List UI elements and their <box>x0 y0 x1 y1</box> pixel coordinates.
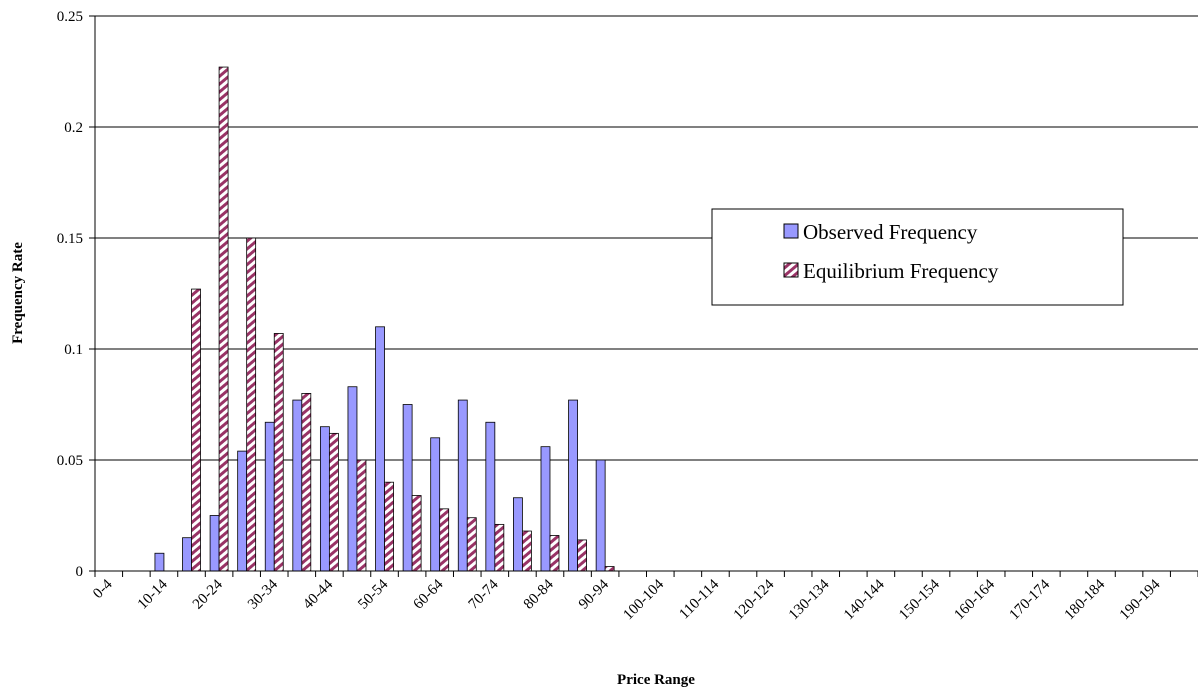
bars <box>154 66 615 572</box>
x-tick-label: 180-184 <box>1062 576 1109 623</box>
legend: Observed Frequency Equilibrium Frequency <box>711 208 1124 306</box>
legend-label-equilibrium: Equilibrium Frequency <box>803 259 999 283</box>
y-tick-label: 0 <box>76 564 84 580</box>
bar-equilibrium <box>577 539 587 572</box>
bar-equilibrium <box>218 66 229 572</box>
y-tick-label: 0.1 <box>64 342 83 358</box>
bar-observed <box>375 326 385 572</box>
legend-swatch-equilibrium <box>783 262 799 278</box>
x-tick-label: 160-164 <box>951 576 998 623</box>
bar-observed <box>568 399 578 572</box>
y-tick-label: 0.15 <box>57 231 83 247</box>
bar-observed <box>264 421 275 572</box>
x-tick-label: 90-94 <box>576 576 612 612</box>
bar-equilibrium <box>604 566 615 572</box>
bar-equilibrium <box>246 237 257 572</box>
y-tick-label: 0.05 <box>57 453 83 469</box>
y-tick-label: 0.2 <box>64 120 83 136</box>
bar-observed <box>319 426 330 572</box>
x-tick-label: 40-44 <box>300 576 336 612</box>
x-tick-label: 60-64 <box>410 576 446 612</box>
bar-equilibrium <box>411 495 422 572</box>
legend-label-observed: Observed Frequency <box>803 220 978 244</box>
bar-equilibrium <box>549 535 560 572</box>
bar-equilibrium <box>328 432 339 572</box>
axes <box>94 16 1198 577</box>
y-axis-title: Frequency Rate <box>10 242 26 344</box>
bar-observed <box>595 459 606 572</box>
bar-observed <box>513 497 523 572</box>
bar-equilibrium <box>466 517 477 572</box>
bar-equilibrium <box>439 508 450 572</box>
bar-equilibrium <box>522 530 532 572</box>
bar-equilibrium <box>301 392 312 572</box>
x-tick-label: 190-194 <box>1117 576 1164 623</box>
x-tick-label: 30-34 <box>245 576 281 612</box>
bar-observed <box>292 399 303 572</box>
x-tick-label: 50-54 <box>355 576 391 612</box>
x-tick-label: 70-74 <box>466 576 502 612</box>
y-tick-labels: 0 0.05 0.1 0.15 0.2 0.25 <box>57 9 83 580</box>
bar-equilibrium <box>356 459 367 572</box>
bar-equilibrium <box>191 288 201 572</box>
x-tick-label: 130-134 <box>786 576 833 623</box>
legend-swatch-observed <box>783 223 799 239</box>
x-tick-label: 140-144 <box>841 576 888 623</box>
x-tick-label: 100-104 <box>620 576 667 623</box>
bar-equilibrium <box>494 523 505 572</box>
bar-observed <box>402 404 413 572</box>
x-tick-label: 170-174 <box>1006 576 1053 623</box>
bar-equilibrium <box>273 333 284 572</box>
x-tick-label: 110-114 <box>676 576 722 622</box>
bar-observed <box>540 446 551 572</box>
bar-observed <box>209 515 220 572</box>
bar-observed <box>237 450 248 572</box>
bar-observed <box>154 552 165 572</box>
x-tick-label: 10-14 <box>135 576 171 612</box>
bar-observed <box>485 421 496 572</box>
x-tick-label: 150-154 <box>896 576 943 623</box>
bar-observed <box>457 399 468 572</box>
x-tick-label: 0-4 <box>90 576 116 602</box>
bar-equilibrium <box>384 481 394 572</box>
x-tick-label: 120-124 <box>731 576 778 623</box>
y-tick-label: 0.25 <box>57 9 83 25</box>
bar-observed <box>347 386 358 572</box>
x-tick-label: 20-24 <box>190 576 226 612</box>
x-tick-labels: 0-4 10-14 20-24 30-34 40-44 50-54 60-64 70-74 80… <box>90 576 1164 623</box>
x-tick-label: 80-84 <box>521 576 557 612</box>
legend-box <box>711 208 1124 306</box>
bar-observed <box>182 537 192 572</box>
x-axis-title: Price Range <box>617 672 695 688</box>
bar-observed <box>430 437 441 572</box>
